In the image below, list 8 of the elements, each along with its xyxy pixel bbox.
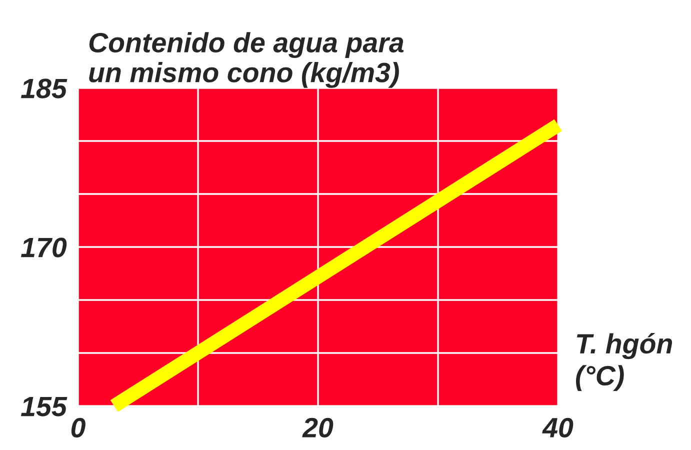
y-tick-label: 185 xyxy=(20,78,68,98)
x-tick-label: 40 xyxy=(542,418,574,438)
x-tick-label: 20 xyxy=(302,418,334,438)
x-axis-title: T. hgón (°C) xyxy=(576,332,672,392)
y-axis-title: Contenido de agua para un mismo cono (kg/m3) xyxy=(89,32,404,88)
y-tick-label: 155 xyxy=(20,396,68,416)
y-tick-label: 170 xyxy=(20,238,67,258)
x-tick-label: 0 xyxy=(71,418,86,438)
